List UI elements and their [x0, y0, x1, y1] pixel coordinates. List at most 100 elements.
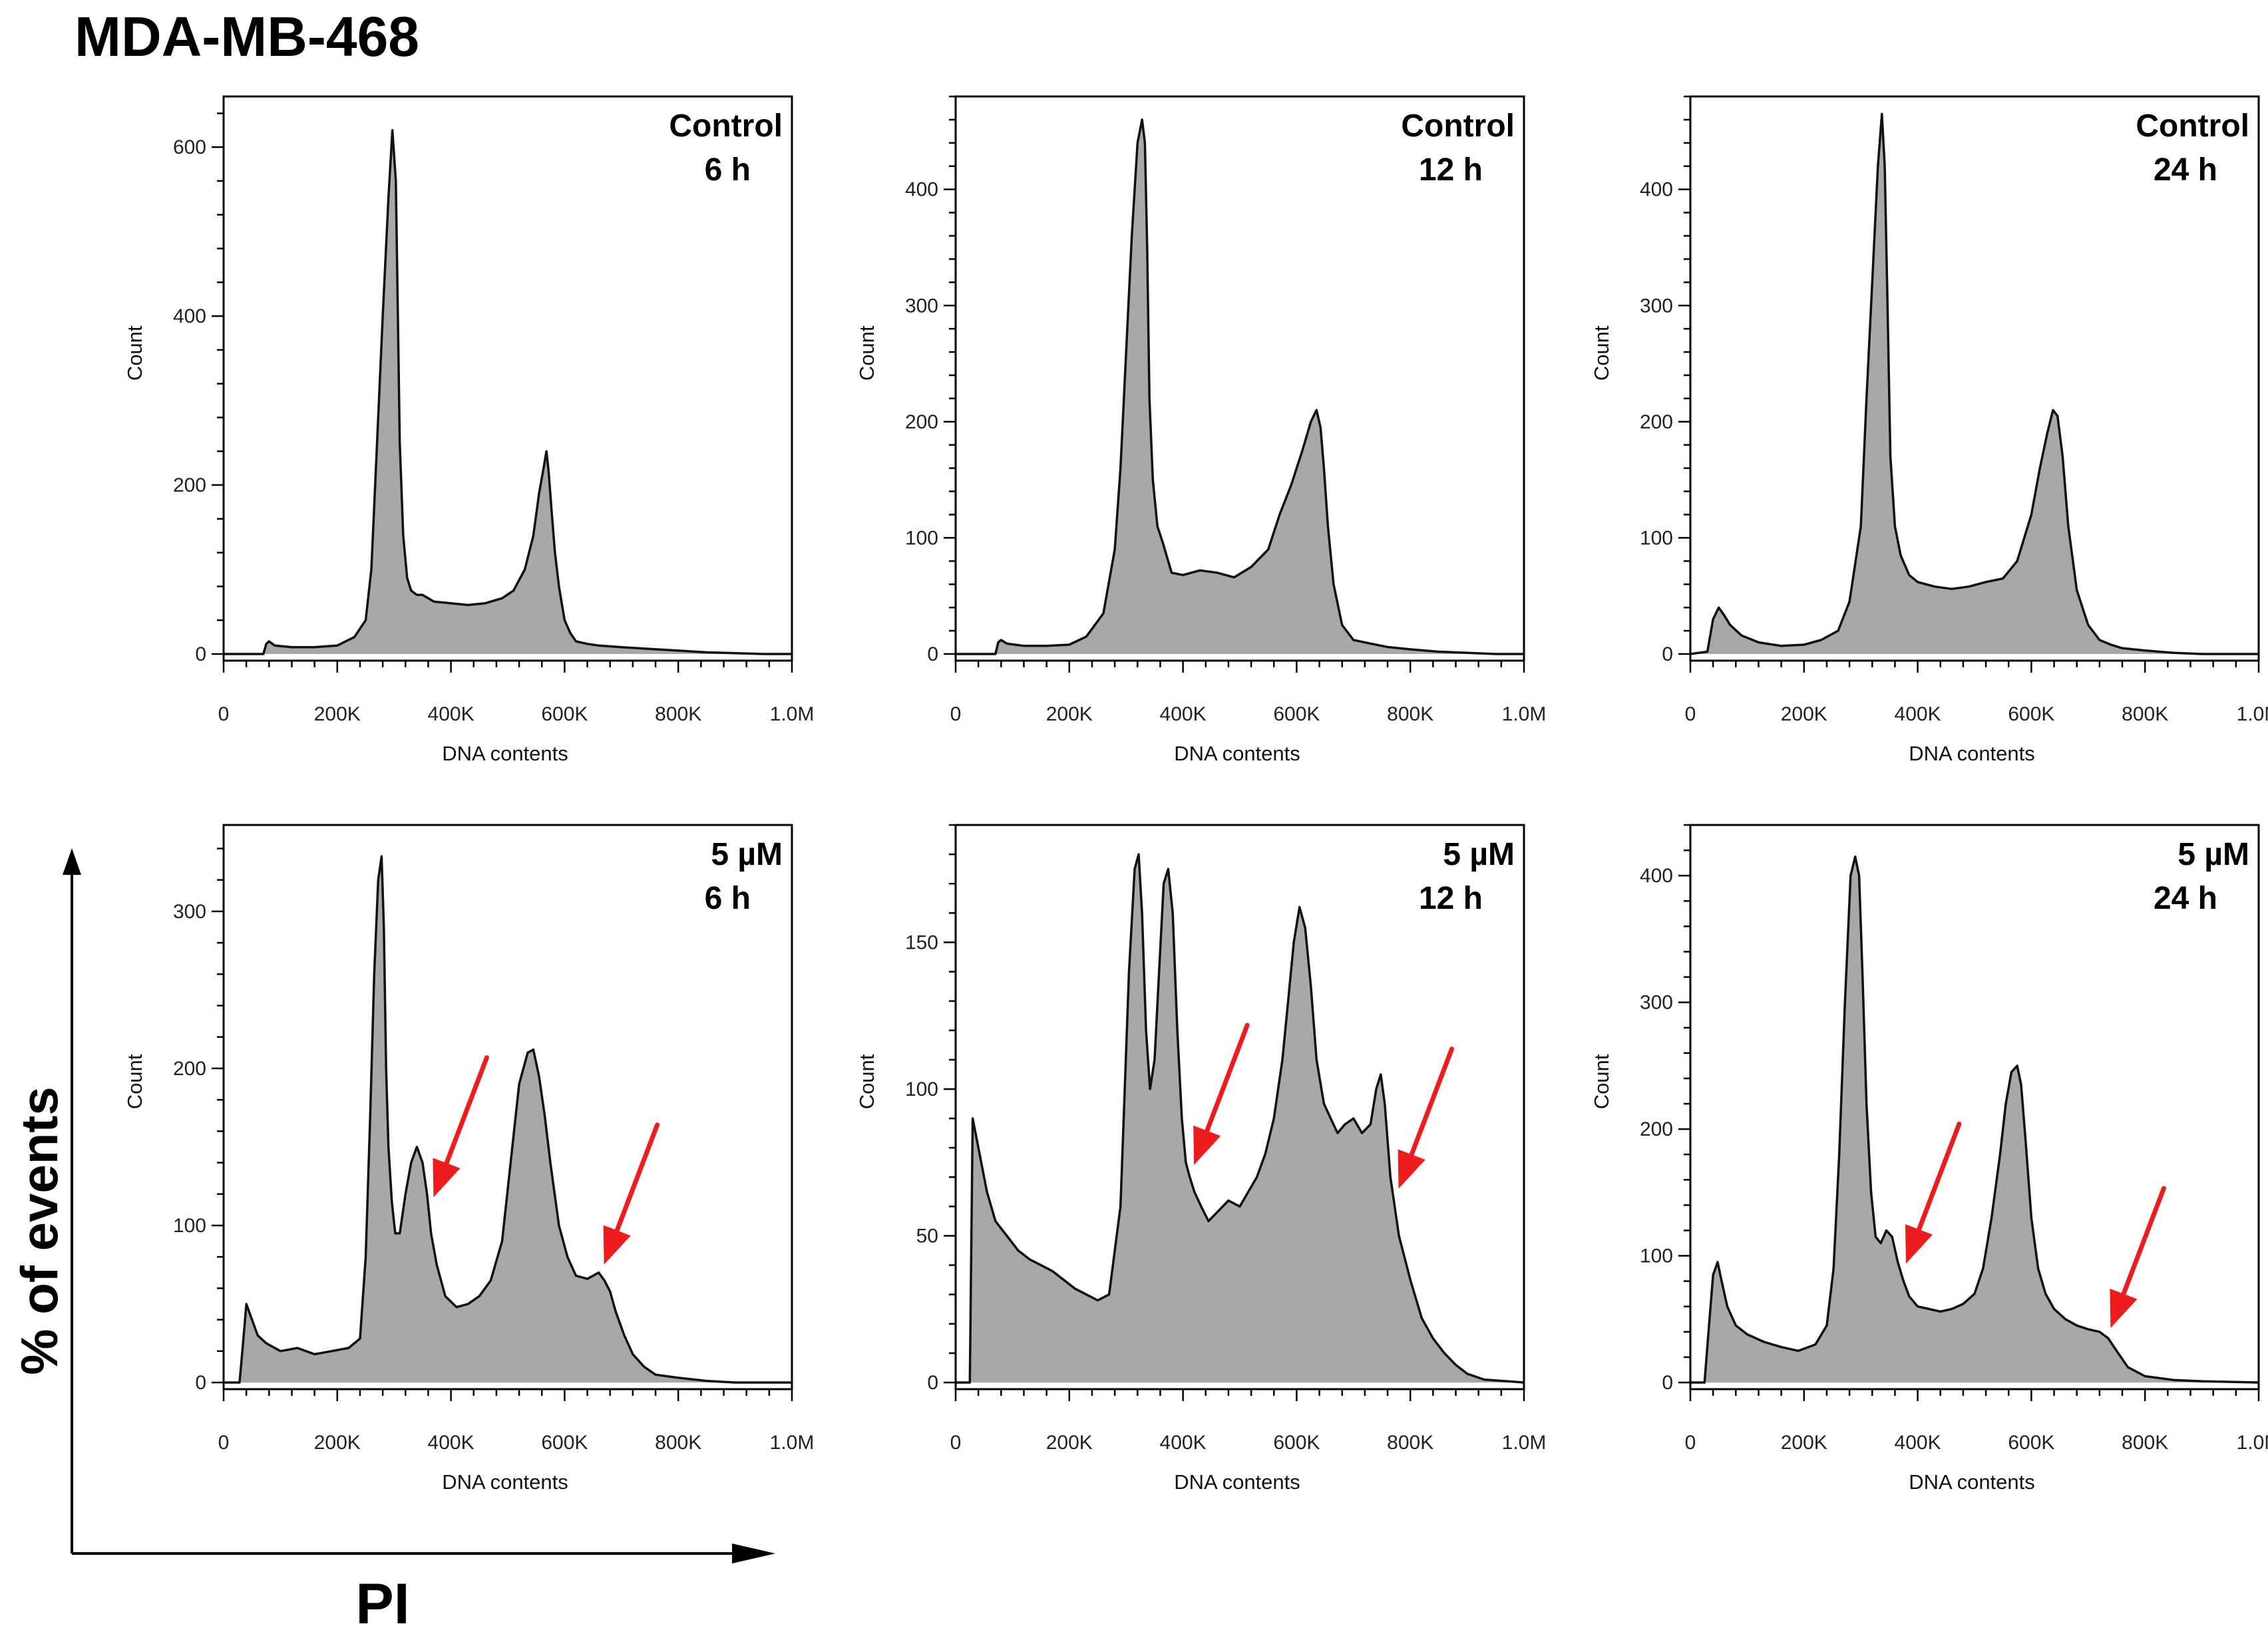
time-label: 24 h: [2154, 881, 2217, 916]
y-axis-label: Count: [855, 325, 878, 381]
x-tick-label: 800K: [2122, 1432, 2168, 1454]
y-axis-label: Count: [1590, 325, 1613, 381]
red-arrow-shaft: [1205, 1023, 1250, 1134]
x-tick-label: 800K: [655, 703, 701, 725]
x-tick-label: 1.0M: [2237, 1432, 2268, 1454]
histogram-line: [956, 853, 1525, 1384]
y-tick-label: 300: [1640, 295, 1673, 317]
y-tick-label: 400: [905, 179, 938, 201]
x-tick-label: 200K: [1781, 703, 1827, 725]
x-axis-title: PI: [355, 1572, 409, 1630]
y-tick-label: 0: [195, 643, 206, 665]
y-tick-label: 300: [173, 901, 206, 923]
x-tick-label: 800K: [655, 1432, 701, 1454]
y-tick-label: 400: [1640, 179, 1673, 201]
x-tick-label: 600K: [2008, 703, 2054, 725]
plot-frame: [1689, 95, 2260, 662]
condition-label: Control: [669, 108, 783, 144]
x-tick-label: 600K: [1273, 1432, 1320, 1454]
x-tick-label: 0: [1685, 1432, 1696, 1454]
plot-frame: [954, 95, 1525, 662]
x-tick-label: 200K: [1046, 1432, 1093, 1454]
x-tick-label: 1.0M: [770, 703, 815, 725]
x-tick-label: 600K: [541, 703, 588, 725]
time-label: 12 h: [1419, 152, 1483, 188]
y-tick-label: 0: [1662, 643, 1673, 665]
y-tick-label: 200: [1640, 411, 1673, 433]
histogram-area: [1690, 856, 2259, 1383]
x-tick-label: 400K: [1160, 1432, 1207, 1454]
y-tick-label: 50: [916, 1225, 938, 1247]
x-tick-label: 0: [218, 1432, 230, 1454]
y-tick-label: 200: [173, 1058, 206, 1080]
histogram-line: [1690, 112, 2259, 655]
y-tick-label: 600: [173, 136, 206, 158]
x-tick-label: 1.0M: [1502, 1432, 1547, 1454]
y-tick-label: 300: [905, 295, 938, 317]
x-axis-label: DNA contents: [1909, 1470, 2035, 1494]
x-tick-label: 600K: [2008, 1432, 2054, 1454]
time-label: 12 h: [1419, 881, 1483, 916]
histogram-area: [224, 130, 792, 655]
x-tick-label: 200K: [1046, 703, 1093, 725]
histogram-line: [224, 855, 792, 1384]
time-label: 24 h: [2154, 152, 2217, 188]
y-tick-label: 0: [927, 1372, 938, 1394]
histogram-line: [224, 129, 792, 655]
histogram-line: [956, 118, 1524, 655]
x-tick-label: 1.0M: [770, 1432, 815, 1454]
x-tick-label: 1.0M: [2237, 703, 2268, 725]
y-tick-label: 100: [905, 1078, 938, 1100]
condition-label: Control: [1401, 108, 1515, 144]
x-tick-label: 400K: [428, 1432, 474, 1454]
y-axis-label: Count: [123, 325, 146, 381]
red-arrow-shaft: [614, 1122, 660, 1233]
histogram-panel: 0 50 100 150 0 200K 400K 600K 800K 1.0M DNA conten…: [855, 824, 1547, 1494]
panels-group: 0 200 400 600 0 200K 400K 600K 800K 1.0M DNA conte…: [123, 95, 2268, 1494]
red-arrow-head: [603, 1225, 631, 1265]
histogram-line: [1690, 855, 2259, 1384]
x-tick-label: 800K: [1387, 703, 1433, 725]
x-tick-label: 400K: [1895, 703, 1941, 725]
x-tick-label: 800K: [2122, 703, 2168, 725]
x-axis-label: DNA contents: [1174, 1470, 1300, 1494]
y-tick-label: 150: [905, 931, 938, 953]
y-tick-label: 100: [1640, 527, 1673, 549]
x-tick-label: 400K: [1895, 1432, 1941, 1454]
x-tick-label: 400K: [428, 703, 474, 725]
histogram-panel: 0 200 400 600 0 200K 400K 600K 800K 1.0M DNA conte…: [123, 95, 815, 765]
y-axis-title: % of events: [10, 1086, 69, 1375]
condition-label: Control: [2136, 108, 2249, 144]
plot-frame: [222, 824, 793, 1390]
x-tick-label: 200K: [314, 703, 361, 725]
red-arrow-head: [1905, 1224, 1933, 1264]
x-axis-arrowhead: [732, 1544, 775, 1563]
x-tick-label: 0: [1685, 703, 1696, 725]
y-tick-label: 200: [1640, 1118, 1673, 1140]
y-tick-label: 400: [1640, 865, 1673, 887]
red-arrow-head: [433, 1158, 461, 1198]
y-tick-label: 0: [927, 643, 938, 665]
y-tick-label: 400: [173, 305, 206, 327]
plot-frame: [1689, 824, 2260, 1390]
y-tick-label: 200: [173, 474, 206, 496]
condition-label: 5 µM: [2177, 837, 2249, 872]
histogram-area: [1690, 114, 2259, 654]
red-arrow-shaft: [2121, 1186, 2166, 1297]
y-axis-arrowhead: [63, 848, 81, 875]
x-tick-label: 800K: [1387, 1432, 1433, 1454]
y-axis-label: Count: [1590, 1054, 1613, 1109]
red-arrow-shaft: [1409, 1047, 1455, 1157]
x-tick-label: 0: [950, 703, 962, 725]
condition-label: 5 µM: [1443, 837, 1515, 872]
x-axis-label: DNA contents: [442, 742, 568, 765]
red-arrow-head: [1398, 1149, 1425, 1189]
x-tick-label: 400K: [1160, 703, 1207, 725]
red-arrow-shaft: [1917, 1121, 1962, 1232]
y-tick-label: 100: [905, 527, 938, 549]
histogram-panel: 0 100 200 300 400 0 200K 400K 600K 800K 1.0M DNA co…: [1590, 95, 2268, 765]
red-arrow-head: [2110, 1288, 2138, 1329]
red-arrow-head: [1193, 1125, 1221, 1165]
y-tick-label: 300: [1640, 992, 1673, 1014]
